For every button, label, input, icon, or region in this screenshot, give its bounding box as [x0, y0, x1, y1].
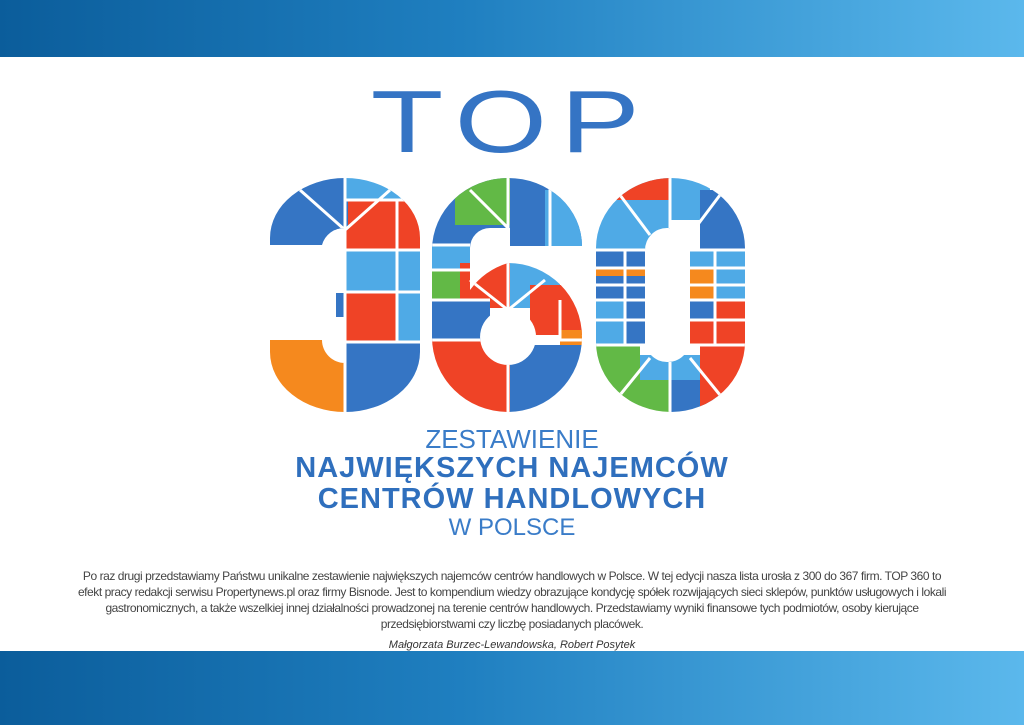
- digit-0: [596, 178, 745, 412]
- logo-top-word: TOP: [370, 72, 654, 171]
- authors: Małgorzata Burzec-Lewandowska, Robert Po…: [388, 639, 636, 651]
- title-line-3: CENTRÓW HANDLOWYCH: [317, 483, 707, 515]
- bottom-banner: [0, 651, 1024, 725]
- intro-paragraph: Po raz drugi przedstawiamy Państwu unika…: [77, 569, 947, 631]
- title-line-2: NAJWIĘKSZYCH NAJEMCÓW: [295, 452, 729, 484]
- top-banner: [0, 0, 1024, 57]
- title-line-1: ZESTAWIENIE: [425, 424, 599, 454]
- logo-360: [270, 178, 745, 412]
- digit-3: [270, 178, 420, 412]
- title-line-4: W POLSCE: [448, 514, 576, 541]
- intro-block: Po raz drugi przedstawiamy Państwu unika…: [74, 568, 950, 652]
- digit-6: [432, 178, 582, 412]
